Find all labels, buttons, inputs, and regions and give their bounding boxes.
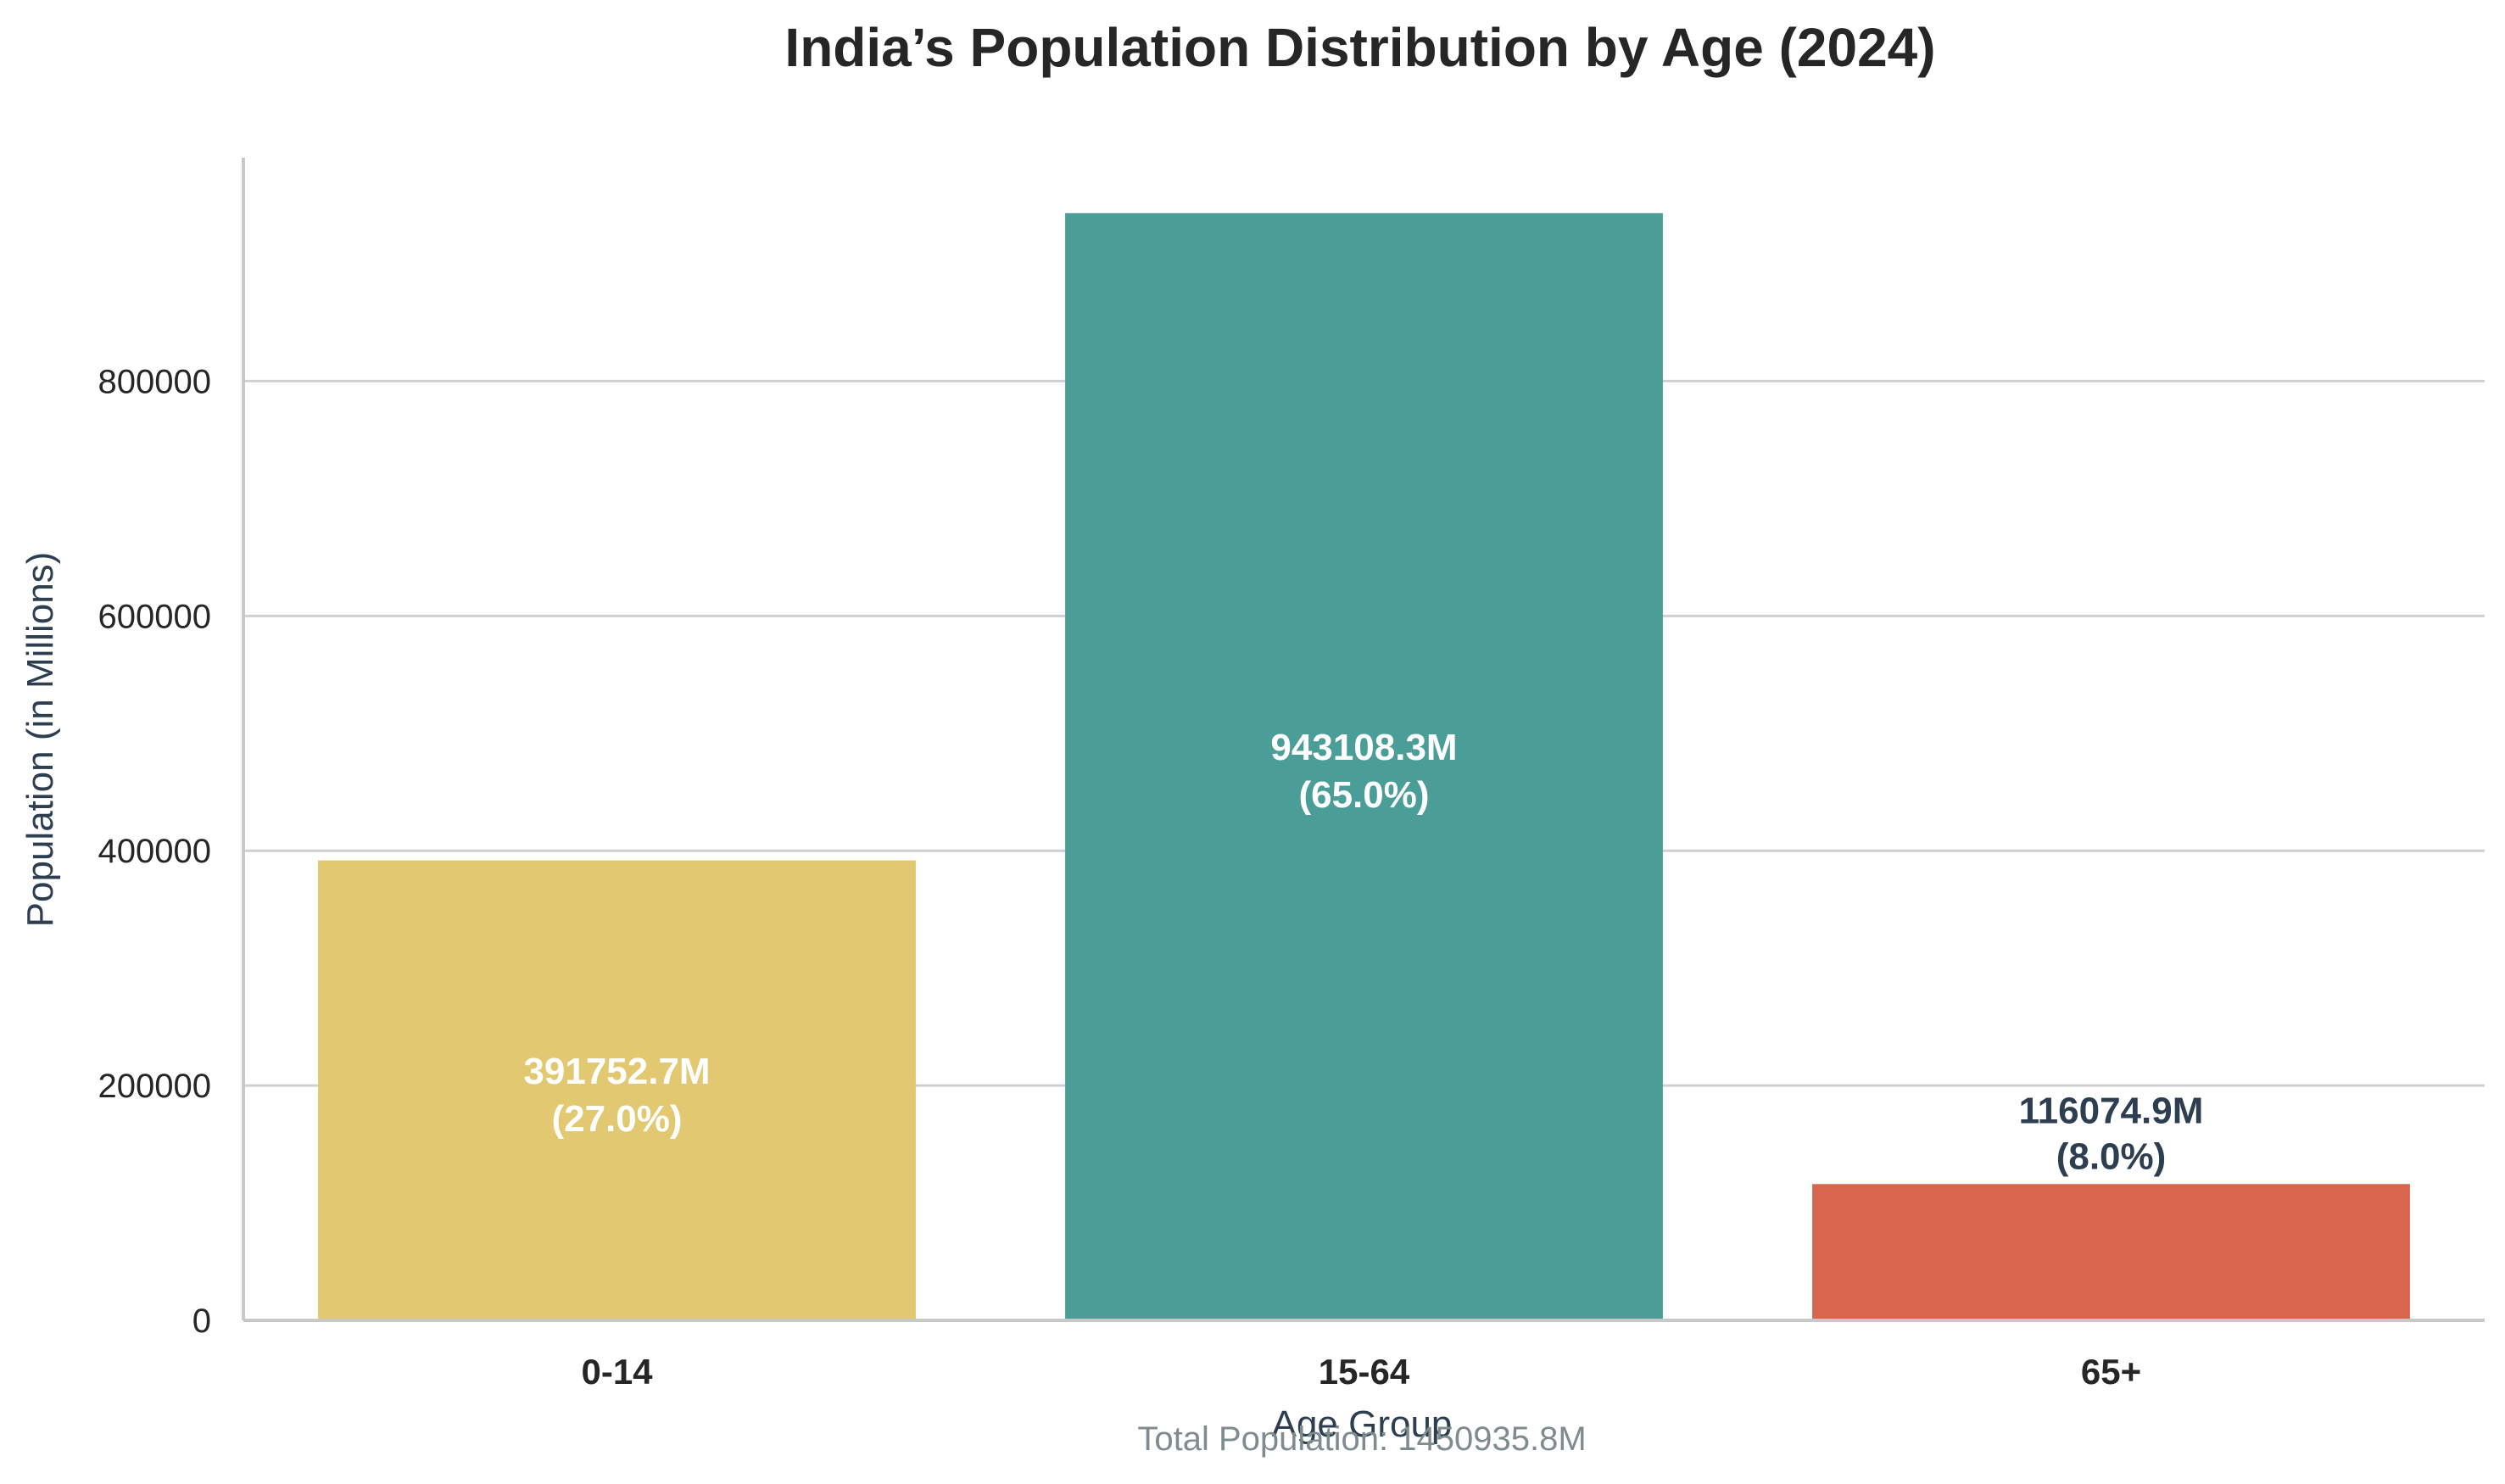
y-tick-label: 0 [192, 1303, 211, 1340]
chart-title: India’s Population Distribution by Age (… [784, 17, 1935, 78]
bar-value-labels: 391752.7M (27.0%) 943108.3M (65.0%) 116074.9… [523, 727, 2203, 1177]
bar-value-label: 943108.3M [1270, 727, 1457, 768]
x-tick-labels: 0-14 15-64 65+ [581, 1352, 2141, 1392]
bar-percent-label: (27.0%) [551, 1098, 682, 1140]
y-tick-label: 600000 [98, 598, 211, 635]
y-tick-label: 200000 [98, 1068, 211, 1105]
bar-0-14 [318, 860, 916, 1320]
y-axis-title: Population (in Millions) [20, 552, 61, 928]
bar-value-label: 116074.9M [2019, 1090, 2204, 1131]
bar-percent-label: (65.0%) [1298, 774, 1429, 816]
bar-65+ [1812, 1184, 2410, 1320]
bar-value-label: 391752.7M [523, 1051, 710, 1092]
x-tick-label: 65+ [2081, 1352, 2141, 1392]
x-axis-title: Age Group [1272, 1403, 1453, 1445]
axes [242, 158, 2485, 1322]
x-tick-label: 0-14 [581, 1352, 653, 1392]
y-tick-label: 400000 [98, 833, 211, 870]
total-population-note: Total Population: 1450935.8M [1137, 1420, 1586, 1458]
bars [318, 213, 2410, 1321]
bar-15-64 [1065, 213, 1663, 1321]
y-tick-labels: 0 200000 400000 600000 800000 [98, 363, 211, 1340]
y-tick-label: 800000 [98, 363, 211, 400]
bar-percent-label: (8.0%) [2056, 1135, 2167, 1177]
x-tick-label: 15-64 [1319, 1352, 1410, 1392]
